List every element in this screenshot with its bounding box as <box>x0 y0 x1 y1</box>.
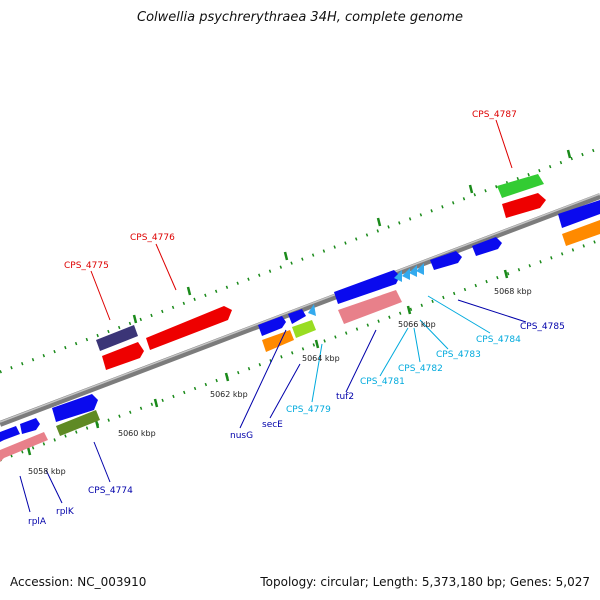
tick <box>468 184 474 194</box>
gene-cps4782 <box>402 268 410 280</box>
gene-cps4784 <box>416 263 424 275</box>
accession-text: Accession: NC_003910 <box>10 575 147 589</box>
gene-orange-edge <box>562 220 600 246</box>
gene-label-cps4784: CPS_4784 <box>476 335 521 345</box>
gene-red-small <box>102 342 144 370</box>
gene-cps4775 <box>96 325 138 351</box>
gene-cps4785 <box>430 251 462 270</box>
gene-red-right <box>502 193 546 218</box>
tick <box>224 372 230 382</box>
gene-label-tuf2: tuf2 <box>336 392 354 402</box>
gene-label-rplK: rplK <box>56 507 75 517</box>
gene-rplK <box>20 418 40 434</box>
gene-label-cps4782: CPS_4782 <box>398 364 443 374</box>
tick <box>376 217 382 227</box>
major-ticks <box>26 149 572 456</box>
summary-text: Topology: circular; Length: 5,373,180 bp… <box>260 575 590 589</box>
tick <box>503 269 509 279</box>
gene-blue-edge <box>558 200 600 228</box>
gene-cps4774 <box>52 394 98 422</box>
gene-orange-mid <box>262 330 294 352</box>
gene-label-cps4787: CPS_4787 <box>472 110 517 120</box>
tick <box>314 339 320 349</box>
gene-label-cps4775: CPS_4775 <box>64 261 109 271</box>
gene-label-nusG: nusG <box>230 431 253 441</box>
gene-cps4776 <box>146 306 232 350</box>
gene-nusG <box>258 316 286 336</box>
gene-label-cps4785: CPS_4785 <box>520 322 565 332</box>
gene-label-rplA: rplA <box>28 517 47 527</box>
genome-backbone <box>0 193 600 427</box>
gene-cps4783 <box>409 265 417 277</box>
tick <box>153 398 159 408</box>
gene-labels: CPS_4775 CPS_4776 CPS_4787 rplA rplK CPS… <box>28 110 565 527</box>
kbp-label: 5066 kbp <box>398 320 436 329</box>
gene-label-cps4779: CPS_4779 <box>286 405 331 415</box>
gene-secE <box>288 309 306 324</box>
gene-cps4774-rna <box>56 410 100 436</box>
gene-label-secE: secE <box>262 420 283 430</box>
gene-cps4779 <box>292 320 316 338</box>
gene-label-cps4774: CPS_4774 <box>88 486 133 496</box>
kbp-label: 5058 kbp <box>28 467 66 476</box>
tick <box>132 314 138 324</box>
map-title: Colwellia psychrerythraea 34H, complete … <box>137 10 463 25</box>
gene-features <box>0 174 600 462</box>
tick <box>406 305 412 315</box>
gene-small-arrow <box>308 304 316 316</box>
kbp-label: 5068 kbp <box>494 287 532 296</box>
kbp-labels: 5058 kbp 5060 kbp 5062 kbp 5064 kbp 5066… <box>28 287 532 476</box>
label-leader-lines <box>19 119 527 513</box>
gene-rplA <box>0 426 20 442</box>
gene-tuf2 <box>334 270 400 304</box>
tick <box>26 446 32 456</box>
inner-dotted-track <box>0 238 600 462</box>
gene-label-cps4776: CPS_4776 <box>130 233 175 243</box>
gene-pink-left <box>0 432 48 462</box>
gene-cps4787 <box>497 174 544 198</box>
gene-pink-mid <box>338 290 402 324</box>
kbp-label: 5060 kbp <box>118 429 156 438</box>
kbp-label: 5062 kbp <box>210 390 248 399</box>
kbp-label: 5064 kbp <box>302 354 340 363</box>
gene-label-cps4783: CPS_4783 <box>436 350 481 360</box>
gene-cps4781 <box>394 270 402 282</box>
tick <box>283 251 289 261</box>
tick <box>566 149 572 159</box>
tick <box>186 286 192 296</box>
gene-blue-right <box>472 237 502 256</box>
gene-label-cps4781: CPS_4781 <box>360 377 405 387</box>
